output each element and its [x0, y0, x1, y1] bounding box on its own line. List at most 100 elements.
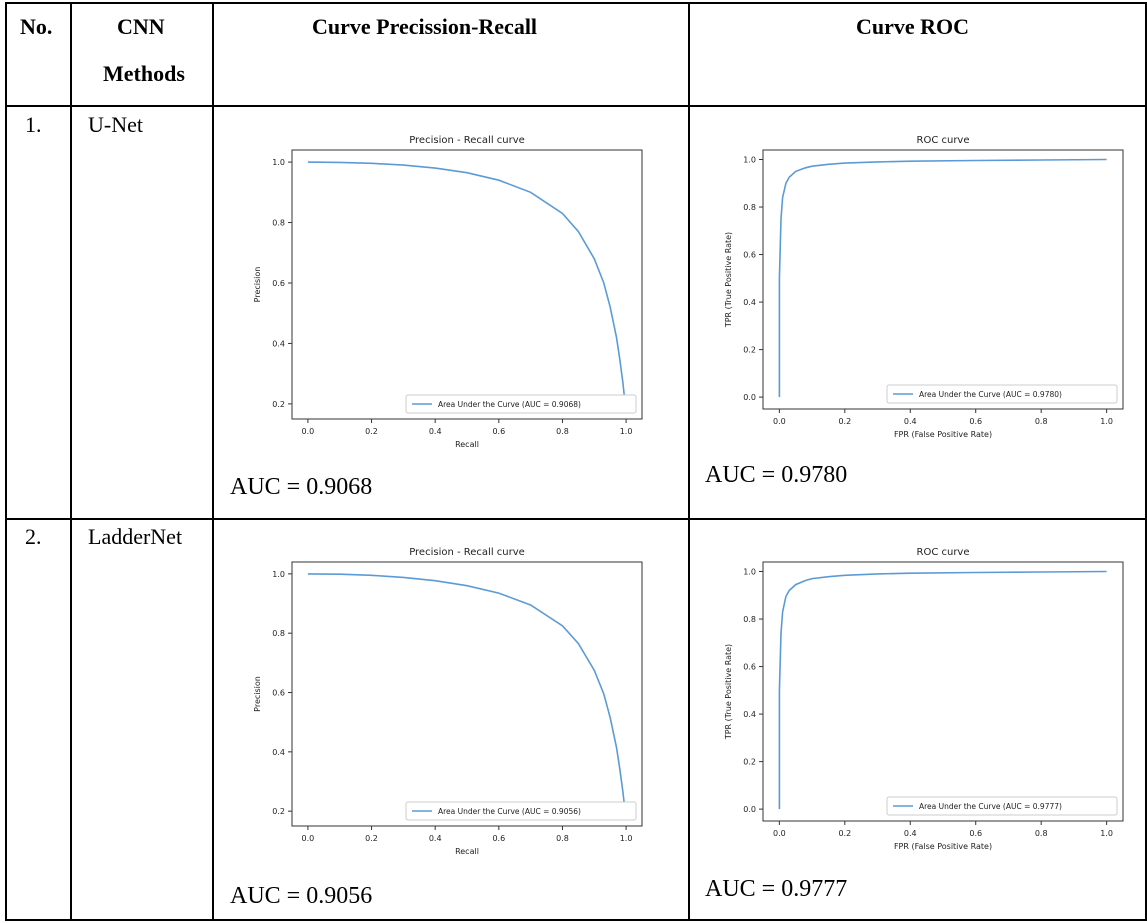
y-tick-label: 1.0	[743, 568, 756, 577]
y-axis-label: TPR (True Positive Rate)	[724, 232, 733, 328]
x-axis-label: Recall	[455, 847, 479, 856]
header-pr-curve: Curve Precission-Recall	[312, 14, 538, 39]
x-tick-label: 0.4	[429, 427, 442, 436]
x-tick-label: 0.8	[1035, 417, 1048, 426]
x-tick-label: 0.6	[492, 427, 505, 436]
chart-title: Precision - Recall curve	[409, 135, 525, 146]
pr-chart-unet: Precision - Recall curve 0.0 0.2 0.4 0.6 0.8 1…	[253, 135, 643, 449]
table-border-left	[5, 2, 7, 921]
x-tick-label: 1.0	[620, 427, 633, 436]
table-border-top	[5, 2, 1147, 4]
pr-auc-label: AUC = 0.9056	[230, 883, 373, 909]
y-axis-label: Precision	[253, 267, 262, 303]
x-tick-label: 0.6	[492, 834, 505, 843]
curve-line	[778, 158, 1107, 398]
pr-auc-label: AUC = 0.9068	[230, 474, 373, 500]
y-tick-label: 0.4	[743, 298, 756, 307]
x-axis-label: FPR (False Positive Rate)	[894, 430, 992, 439]
x-tick-label: 0.2	[365, 834, 378, 843]
y-tick-label: 0.4	[272, 748, 285, 757]
y-tick-label: 1.0	[272, 158, 285, 167]
header-no: No.	[20, 14, 53, 39]
roc-auc-label: AUC = 0.9777	[705, 876, 848, 902]
chart-title: ROC curve	[917, 547, 970, 558]
table-divider	[70, 2, 72, 921]
legend-label: Area Under the Curve (AUC = 0.9780)	[919, 390, 1062, 399]
x-tick-label: 1.0	[1100, 417, 1113, 426]
legend-box	[886, 384, 1118, 404]
x-tick-label: 1.0	[1100, 829, 1113, 838]
method-name: LadderNet	[88, 524, 183, 549]
x-tick-label: 0.0	[773, 829, 786, 838]
chart-title: ROC curve	[917, 135, 970, 146]
y-axis-label: Precision	[253, 676, 262, 712]
y-tick-label: 0.4	[743, 710, 756, 719]
method-name: U-Net	[88, 112, 143, 137]
table-divider	[5, 518, 1147, 520]
x-tick-label: 0.8	[556, 427, 569, 436]
roc-chart-laddernet: ROC curve 0.0 0.2 0.4 0.6 0.8 1.0 0.0 0.2 0.4 0.6 0…	[724, 547, 1124, 851]
header-cnn: CNN	[117, 14, 165, 39]
x-tick-label: 0.4	[904, 829, 917, 838]
y-tick-label: 0.2	[743, 346, 756, 355]
y-tick-label: 0.6	[272, 279, 285, 288]
y-tick-label: 0.6	[743, 663, 756, 672]
legend-label: Area Under the Curve (AUC = 0.9056)	[438, 807, 581, 816]
x-tick-label: 0.6	[969, 417, 982, 426]
roc-chart-unet: ROC curve 0.0 0.2 0.4 0.6 0.8 1.0 0.0 0.2 0.4 0.6 0…	[724, 135, 1124, 439]
x-axis-label: FPR (False Positive Rate)	[894, 842, 992, 851]
x-tick-label: 0.0	[302, 427, 315, 436]
table-divider	[212, 2, 214, 921]
y-tick-label: 0.6	[743, 251, 756, 260]
x-tick-label: 0.6	[969, 829, 982, 838]
legend-box	[886, 796, 1118, 816]
curve-line	[778, 570, 1107, 810]
table-border-right	[1145, 2, 1147, 921]
x-tick-label: 0.4	[904, 417, 917, 426]
y-tick-label: 1.0	[743, 156, 756, 165]
y-tick-label: 0.8	[743, 615, 756, 624]
row-number: 1.	[25, 112, 42, 137]
y-tick-label: 0.8	[272, 219, 285, 228]
y-tick-label: 0.0	[743, 393, 756, 402]
header-roc-curve: Curve ROC	[856, 14, 970, 39]
x-tick-label: 0.2	[838, 829, 851, 838]
table-border-bottom	[5, 919, 1147, 921]
x-tick-label: 0.8	[1035, 829, 1048, 838]
plot-frame	[291, 561, 643, 827]
plot-frame	[762, 561, 1124, 822]
y-tick-label: 0.2	[743, 758, 756, 767]
curve-line	[307, 161, 627, 414]
x-axis-label: Recall	[455, 440, 479, 449]
y-tick-label: 0.0	[743, 805, 756, 814]
roc-auc-label: AUC = 0.9780	[705, 462, 848, 488]
legend-box	[405, 394, 637, 414]
y-tick-label: 0.4	[272, 339, 285, 348]
header-methods: Methods	[103, 61, 185, 86]
plot-frame	[762, 149, 1124, 410]
y-tick-label: 0.2	[272, 400, 285, 409]
x-tick-label: 1.0	[620, 834, 633, 843]
table-divider	[5, 105, 1147, 107]
curve-line	[307, 573, 627, 821]
y-tick-label: 0.8	[743, 203, 756, 212]
x-tick-label: 0.2	[365, 427, 378, 436]
legend-label: Area Under the Curve (AUC = 0.9777)	[919, 802, 1062, 811]
y-tick-label: 1.0	[272, 570, 285, 579]
y-tick-label: 0.2	[272, 807, 285, 816]
legend-box	[405, 801, 637, 821]
legend-label: Area Under the Curve (AUC = 0.9068)	[438, 400, 581, 409]
x-tick-label: 0.4	[429, 834, 442, 843]
table-divider	[688, 2, 690, 921]
x-tick-label: 0.0	[302, 834, 315, 843]
x-tick-label: 0.8	[556, 834, 569, 843]
y-axis-label: TPR (True Positive Rate)	[724, 644, 733, 740]
row-number: 2.	[25, 524, 42, 549]
pr-chart-laddernet: Precision - Recall curve 0.0 0.2 0.4 0.6 0.8 1…	[253, 547, 643, 856]
y-tick-label: 0.6	[272, 689, 285, 698]
plot-frame	[291, 149, 643, 420]
chart-title: Precision - Recall curve	[409, 547, 525, 558]
x-tick-label: 0.0	[773, 417, 786, 426]
x-tick-label: 0.2	[838, 417, 851, 426]
